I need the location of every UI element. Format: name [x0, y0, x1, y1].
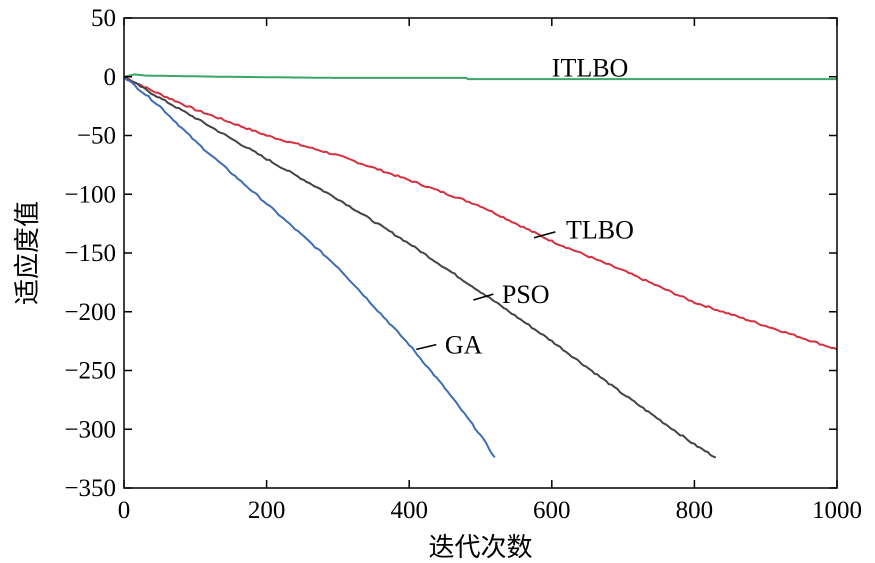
x-tick-label: 800: [676, 497, 714, 524]
plot-frame: [123, 17, 838, 489]
y-tick-label: −250: [64, 358, 116, 385]
label-pointer-pso: [473, 293, 494, 301]
ticks-layer: 0 200 400 600 800 1000 50 0 −50 −100 −150 −200 −250 −…: [64, 5, 862, 524]
series-labels: ITLBO TLBO PSO GA: [416, 53, 634, 360]
series-line-itlbo: [123, 73, 837, 81]
series-label-pso: PSO: [502, 280, 550, 309]
y-tick-label: −100: [64, 181, 116, 208]
series-layer: [123, 73, 838, 459]
label-pointer-tlbo: [533, 231, 556, 239]
x-tick-label: 1000: [812, 497, 862, 524]
x-tick-label: 600: [533, 497, 571, 524]
y-tick-label: −300: [64, 416, 116, 443]
series-line-pso: [123, 75, 717, 459]
axes-layer: [123, 17, 838, 489]
series-label-ga: GA: [445, 331, 483, 360]
y-tick-label: −150: [64, 240, 116, 267]
y-tick-label: −200: [64, 299, 116, 326]
x-axis-title: 迭代次数: [428, 533, 532, 563]
y-tick-label: −350: [64, 475, 116, 502]
x-tick-label: 200: [248, 497, 286, 524]
series-line-tlbo: [123, 75, 838, 351]
y-tick-label: 0: [104, 64, 117, 91]
series-label-itlbo: ITLBO: [552, 53, 629, 82]
y-tick-label: −50: [77, 123, 116, 150]
label-pointer-ga: [416, 343, 437, 351]
series-label-tlbo: TLBO: [566, 216, 634, 245]
x-tick-label: 0: [118, 497, 131, 524]
y-tick-label: 50: [91, 5, 116, 32]
series-line-ga: [123, 76, 496, 459]
y-axis-title: 适应度值: [13, 201, 43, 305]
x-tick-label: 400: [390, 497, 428, 524]
